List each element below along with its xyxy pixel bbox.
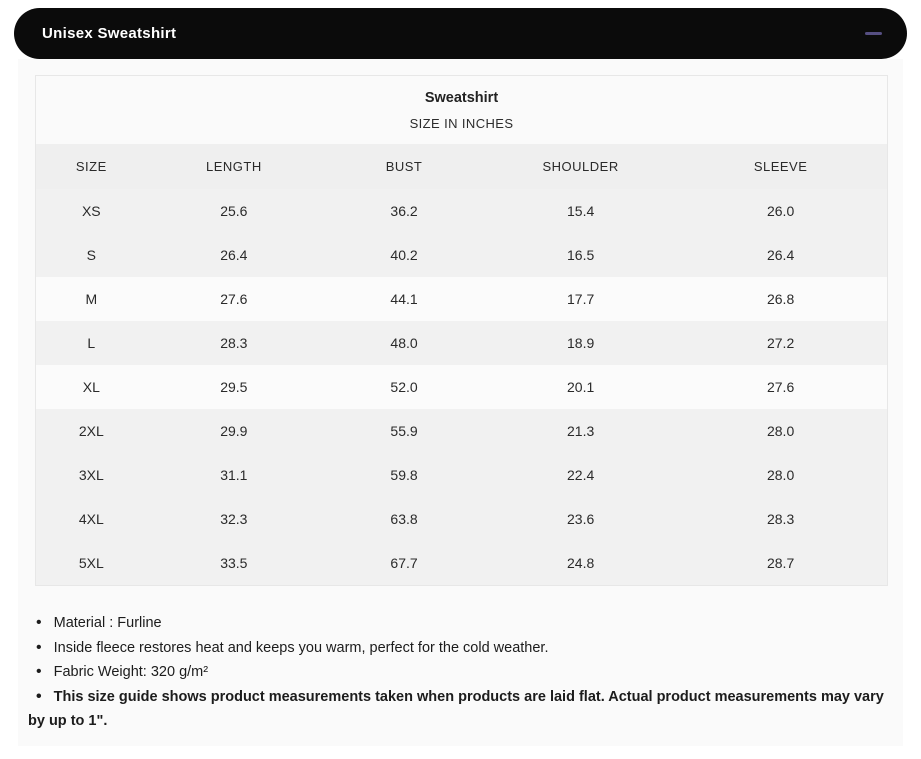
column-header-sleeve: SLEEVE [753, 159, 808, 174]
note-item: Fabric Weight: 320 g/m² [28, 660, 895, 685]
measurement-cell: 20.1 [567, 379, 595, 395]
measurement-cell: 31.1 [220, 467, 248, 483]
size-chart-table: SIZE LENGTH BUST SHOULDER SLEEVE XS 25.6 3… [36, 144, 887, 585]
measurement-cell: 48.0 [390, 335, 418, 351]
measurement-cell: 59.8 [390, 467, 418, 483]
measurement-cell: 55.9 [390, 423, 418, 439]
note-item: Material : Furline [28, 611, 895, 636]
measurement-cell: 36.2 [390, 203, 418, 219]
measurement-cell: 29.5 [220, 379, 248, 395]
measurement-cell: 26.8 [766, 291, 795, 307]
measurement-cell: 16.5 [567, 247, 595, 263]
table-row: 5XL 33.5 67.7 24.8 28.7 [36, 541, 887, 585]
table-row: 4XL 32.3 63.8 23.6 28.3 [36, 497, 887, 541]
measurement-cell: 15.4 [567, 203, 595, 219]
table-title: Sweatshirt [424, 90, 499, 106]
measurement-cell: 24.8 [567, 555, 595, 571]
product-notes: Material : FurlineInside fleece restores… [28, 611, 895, 734]
size-cell: S [86, 247, 96, 263]
column-header-size: SIZE [75, 159, 107, 174]
table-row: L 28.3 48.0 18.9 27.2 [36, 321, 887, 365]
measurement-cell: 28.0 [766, 467, 795, 483]
table-row: S 26.4 40.2 16.5 26.4 [36, 233, 887, 277]
measurement-cell: 44.1 [390, 291, 418, 307]
size-guide-panel: Sweatshirt SIZE IN INCHES SIZE LENGTH BU… [18, 59, 903, 746]
size-cell: 4XL [78, 511, 104, 527]
table-row: 2XL 29.9 55.9 21.3 28.0 [36, 409, 887, 453]
measurement-cell: 27.6 [766, 379, 795, 395]
measurement-cell: 22.4 [567, 467, 595, 483]
table-subtitle: SIZE IN INCHES [409, 116, 514, 131]
size-cell: L [87, 335, 96, 351]
table-caption: Sweatshirt SIZE IN INCHES [36, 76, 887, 144]
size-table-body: XS 25.6 36.2 15.4 26.0 S 26.4 40.2 16.5 26.4 M 27.6… [36, 189, 887, 585]
measurement-cell: 21.3 [567, 423, 595, 439]
size-guide-widget: Unisex Sweatshirt Sweatshirt SIZE IN INC… [0, 8, 921, 746]
size-cell: XS [81, 203, 101, 219]
measurement-cell: 17.7 [567, 291, 595, 307]
measurement-cell: 26.4 [220, 247, 248, 263]
note-item: This size guide shows product measuremen… [28, 685, 895, 734]
size-cell: 2XL [78, 423, 104, 439]
measurement-cell: 28.7 [766, 555, 795, 571]
column-header-bust: BUST [385, 159, 423, 174]
measurement-cell: 40.2 [390, 247, 418, 263]
size-chart-box: Sweatshirt SIZE IN INCHES SIZE LENGTH BU… [35, 75, 888, 586]
measurement-cell: 67.7 [390, 555, 418, 571]
measurement-cell: 18.9 [567, 335, 595, 351]
measurement-cell: 26.0 [766, 203, 795, 219]
measurement-cell: 26.4 [766, 247, 795, 263]
note-item: Inside fleece restores heat and keeps yo… [28, 636, 895, 661]
accordion-title: Unisex Sweatshirt [42, 25, 177, 42]
measurement-cell: 28.3 [220, 335, 248, 351]
column-header-shoulder: SHOULDER [542, 159, 619, 174]
size-cell: M [85, 291, 98, 307]
measurement-cell: 52.0 [390, 379, 418, 395]
table-row: M 27.6 44.1 17.7 26.8 [36, 277, 887, 321]
table-row: XL 29.5 52.0 20.1 27.6 [36, 365, 887, 409]
measurement-cell: 29.9 [220, 423, 248, 439]
table-row: XS 25.6 36.2 15.4 26.0 [36, 189, 887, 233]
column-header-length: LENGTH [205, 159, 262, 174]
collapse-minus-icon[interactable] [865, 32, 882, 35]
measurement-cell: 27.2 [766, 335, 795, 351]
measurement-cell: 33.5 [220, 555, 248, 571]
measurement-cell: 32.3 [220, 511, 248, 527]
table-row: 3XL 31.1 59.8 22.4 28.0 [36, 453, 887, 497]
measurement-cell: 23.6 [567, 511, 595, 527]
size-cell: 3XL [78, 467, 104, 483]
size-cell: XL [82, 379, 100, 395]
measurement-cell: 63.8 [390, 511, 418, 527]
measurement-cell: 28.0 [766, 423, 795, 439]
measurement-cell: 27.6 [220, 291, 248, 307]
size-cell: 5XL [78, 555, 104, 571]
measurement-cell: 25.6 [220, 203, 248, 219]
measurement-cell: 28.3 [766, 511, 795, 527]
column-header-row: SIZE LENGTH BUST SHOULDER SLEEVE [36, 144, 887, 189]
accordion-header[interactable]: Unisex Sweatshirt [14, 8, 907, 59]
